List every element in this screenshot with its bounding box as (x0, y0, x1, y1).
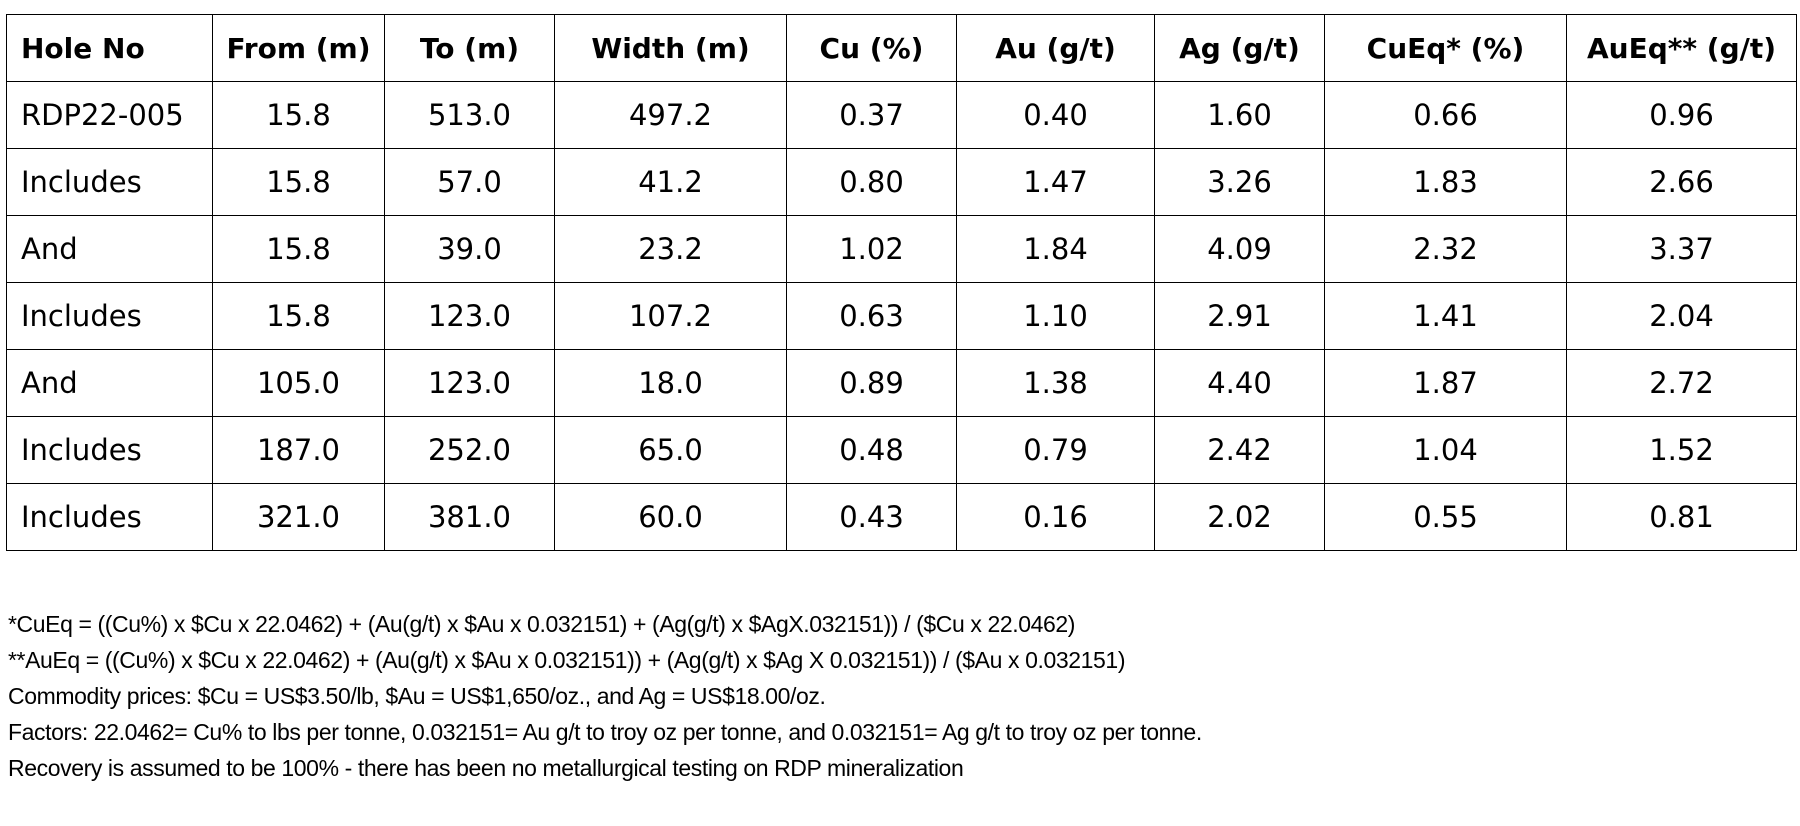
cell-cu: 0.37 (786, 81, 957, 149)
cell-cueq: 0.66 (1324, 81, 1567, 149)
header-to: To (m) (384, 14, 555, 82)
cell-aueq: 2.04 (1566, 282, 1797, 350)
cell-width: 65.0 (554, 416, 787, 484)
cell-cueq: 0.55 (1324, 483, 1567, 551)
header-width: Width (m) (554, 14, 787, 82)
cell-hole-no: And (6, 349, 213, 417)
table-header-row: Hole No From (m) To (m) Width (m) Cu (%)… (6, 14, 1797, 82)
cell-aueq: 0.81 (1566, 483, 1797, 551)
header-aueq: AuEq** (g/t) (1566, 14, 1797, 82)
cell-ag: 2.42 (1154, 416, 1325, 484)
cell-width: 60.0 (554, 483, 787, 551)
header-hole-no: Hole No (6, 14, 213, 82)
cell-cu: 0.48 (786, 416, 957, 484)
cell-to: 123.0 (384, 349, 555, 417)
footnotes: *CuEq = ((Cu%) x $Cu x 22.0462) + (Au(g/… (8, 606, 1788, 786)
cell-cueq: 1.04 (1324, 416, 1567, 484)
cell-cu: 0.89 (786, 349, 957, 417)
cell-hole-no: Includes (6, 282, 213, 350)
cell-hole-no: RDP22-005 (6, 81, 213, 149)
table-row: Includes 187.0 252.0 65.0 0.48 0.79 2.42… (6, 416, 1797, 484)
cell-ag: 3.26 (1154, 148, 1325, 216)
cell-to: 123.0 (384, 282, 555, 350)
table-row: Includes 321.0 381.0 60.0 0.43 0.16 2.02… (6, 483, 1797, 551)
cell-au: 0.79 (956, 416, 1155, 484)
cell-to: 57.0 (384, 148, 555, 216)
cell-ag: 2.91 (1154, 282, 1325, 350)
header-cu: Cu (%) (786, 14, 957, 82)
cell-to: 381.0 (384, 483, 555, 551)
cell-width: 41.2 (554, 148, 787, 216)
cell-au: 1.10 (956, 282, 1155, 350)
cell-ag: 4.09 (1154, 215, 1325, 283)
cell-width: 23.2 (554, 215, 787, 283)
cell-cu: 0.80 (786, 148, 957, 216)
cell-au: 0.40 (956, 81, 1155, 149)
cell-aueq: 0.96 (1566, 81, 1797, 149)
cell-ag: 2.02 (1154, 483, 1325, 551)
cell-aueq: 3.37 (1566, 215, 1797, 283)
cell-cu: 0.43 (786, 483, 957, 551)
cell-from: 15.8 (212, 148, 385, 216)
cell-width: 18.0 (554, 349, 787, 417)
table-row: And 105.0 123.0 18.0 0.89 1.38 4.40 1.87… (6, 349, 1797, 417)
header-ag: Ag (g/t) (1154, 14, 1325, 82)
cell-to: 513.0 (384, 81, 555, 149)
cell-hole-no: Includes (6, 483, 213, 551)
cell-to: 39.0 (384, 215, 555, 283)
cell-aueq: 2.66 (1566, 148, 1797, 216)
header-from: From (m) (212, 14, 385, 82)
cell-cueq: 1.87 (1324, 349, 1567, 417)
cell-width: 107.2 (554, 282, 787, 350)
drill-results-table: Hole No From (m) To (m) Width (m) Cu (%)… (6, 14, 1797, 551)
factors-note: Factors: 22.0462= Cu% to lbs per tonne, … (8, 719, 1202, 745)
cell-from: 321.0 (212, 483, 385, 551)
table-row: Includes 15.8 123.0 107.2 0.63 1.10 2.91… (6, 282, 1797, 350)
cell-to: 252.0 (384, 416, 555, 484)
cell-au: 1.47 (956, 148, 1155, 216)
cell-from: 15.8 (212, 282, 385, 350)
recovery-note: Recovery is assumed to be 100% - there h… (8, 755, 964, 781)
cell-from: 15.8 (212, 81, 385, 149)
cell-ag: 1.60 (1154, 81, 1325, 149)
cell-au: 0.16 (956, 483, 1155, 551)
cell-cueq: 1.83 (1324, 148, 1567, 216)
cell-from: 105.0 (212, 349, 385, 417)
cell-hole-no: Includes (6, 148, 213, 216)
header-cueq: CuEq* (%) (1324, 14, 1567, 82)
table-row: Includes 15.8 57.0 41.2 0.80 1.47 3.26 1… (6, 148, 1797, 216)
cell-from: 15.8 (212, 215, 385, 283)
cell-au: 1.38 (956, 349, 1155, 417)
cell-aueq: 1.52 (1566, 416, 1797, 484)
cell-aueq: 2.72 (1566, 349, 1797, 417)
cell-cu: 1.02 (786, 215, 957, 283)
cueq-formula-note: *CuEq = ((Cu%) x $Cu x 22.0462) + (Au(g/… (8, 611, 1076, 637)
cell-from: 187.0 (212, 416, 385, 484)
table-row: And 15.8 39.0 23.2 1.02 1.84 4.09 2.32 3… (6, 215, 1797, 283)
cell-au: 1.84 (956, 215, 1155, 283)
cell-width: 497.2 (554, 81, 787, 149)
commodity-prices-note: Commodity prices: $Cu = US$3.50/lb, $Au … (8, 683, 826, 709)
cell-cueq: 2.32 (1324, 215, 1567, 283)
table-row: RDP22-005 15.8 513.0 497.2 0.37 0.40 1.6… (6, 81, 1797, 149)
cell-cueq: 1.41 (1324, 282, 1567, 350)
cell-hole-no: Includes (6, 416, 213, 484)
cell-cu: 0.63 (786, 282, 957, 350)
cell-hole-no: And (6, 215, 213, 283)
aueq-formula-note: **AuEq = ((Cu%) x $Cu x 22.0462) + (Au(g… (8, 647, 1126, 673)
cell-ag: 4.40 (1154, 349, 1325, 417)
header-au: Au (g/t) (956, 14, 1155, 82)
